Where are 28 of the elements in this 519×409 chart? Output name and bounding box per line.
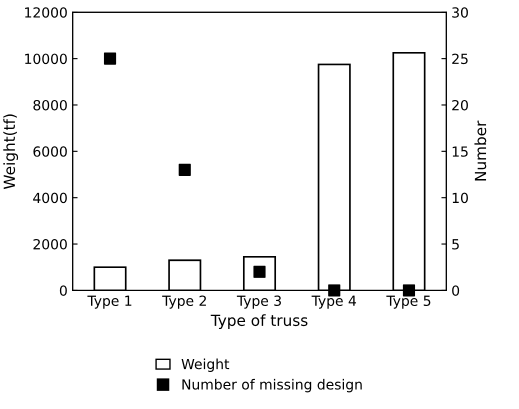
point [178,164,191,176]
y-tick-label: 10000 [25,54,67,64]
y-tick-label: 12000 [25,7,67,18]
x-tick-label: Type 5 [386,296,430,309]
y2-tick-label: 5 [452,239,459,250]
x-tick-label: Type 3 [236,295,281,309]
x-tick-label: Type 4 [312,296,356,309]
y-tick-label: 0 [60,285,67,296]
y-tick-label: 6000 [33,146,67,157]
x-axis-title: Type of truss [210,314,308,330]
y2-tick-label: 30 [452,7,468,18]
y2-tick-label: 15 [452,146,468,157]
y-axis-title: Weight(tf) [3,114,18,190]
y2-tick-label: 0 [452,285,460,296]
point [328,284,340,296]
x-tick-label: Type 2 [162,295,206,309]
point [104,52,116,65]
legend-label: Number of missing design [182,378,362,392]
point [402,284,416,296]
y-tick-label: 2000 [33,239,67,250]
y-tick-label: 4000 [33,192,67,204]
y2-tick-label: 20 [452,100,468,110]
legend-label: Weight [182,358,230,372]
y2-tick-label: 10 [452,192,468,204]
y2-axis-title: Number [474,120,486,181]
x-tick-label: Type 1 [87,296,132,309]
y2-tick-label: 25 [452,54,468,64]
y-tick-label: 8000 [33,100,67,110]
